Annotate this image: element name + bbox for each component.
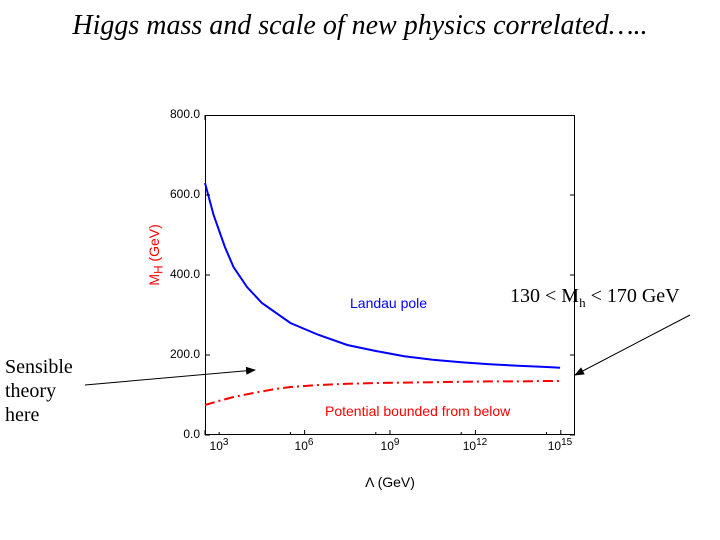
annotation-sensible-theory: Sensible theory here [5,355,95,427]
page-title: Higgs mass and scale of new physics corr… [0,10,720,42]
label-potential-bounded: Potential bounded from below [325,403,510,419]
ytick-2: 400.0 [150,267,200,281]
xtick-1: 106 [295,437,314,453]
ytick-0: 0.0 [150,427,200,441]
ytick-3: 600.0 [150,187,200,201]
series-potential [205,381,560,405]
chart-svg [205,115,575,435]
xtick-4: 1015 [548,437,572,453]
ytick-4: 800.0 [150,107,200,121]
series-landau [205,183,560,368]
x-axis-label: Λ (GeV) [205,474,575,490]
label-landau-pole: Landau pole [350,295,427,311]
xtick-3: 1012 [463,437,487,453]
ytick-1: 200.0 [150,347,200,361]
annotation-mass-range: 130 < Mh < 170 GeV [510,285,720,311]
xtick-2: 109 [381,437,400,453]
xtick-0: 103 [210,437,229,453]
